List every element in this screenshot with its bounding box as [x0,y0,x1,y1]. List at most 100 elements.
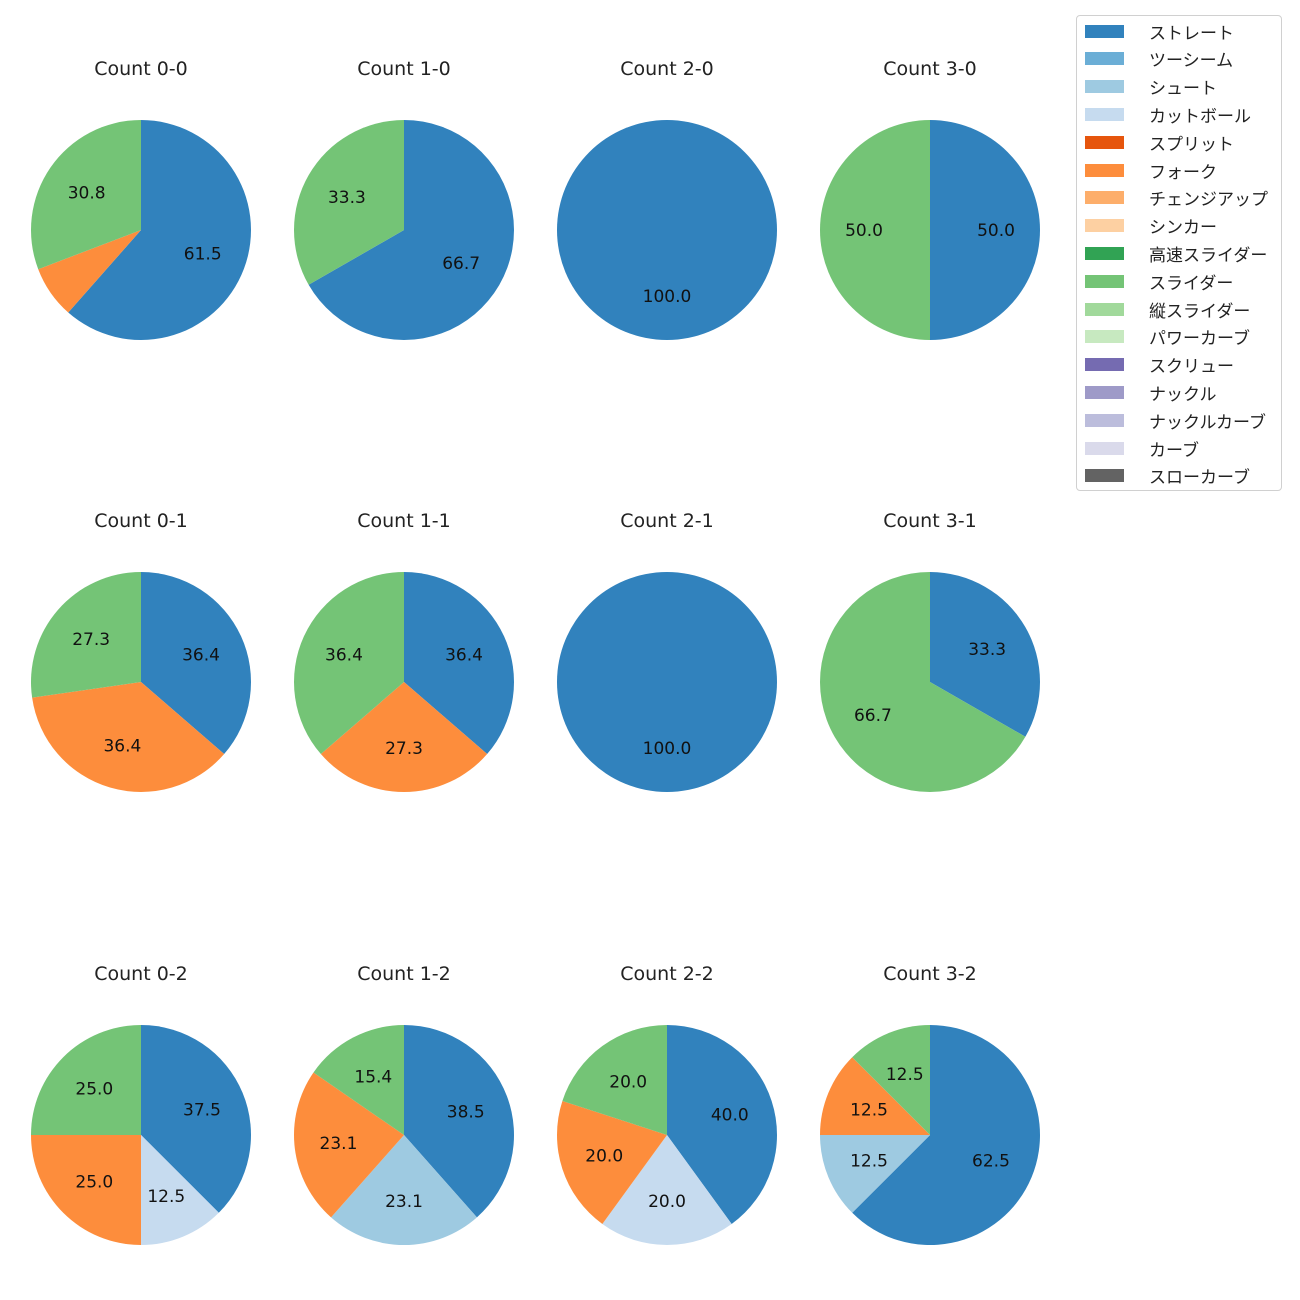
legend-swatch [1085,246,1124,260]
legend-item: 縦スライダー [1085,299,1250,322]
slice-label: 33.3 [968,640,1006,660]
legend-label: ナックル [1149,384,1217,405]
pie-slice [819,1135,930,1213]
legend-item: フォーク [1085,160,1217,183]
legend-label: パワーカーブ [1149,329,1250,350]
pie-slice [320,682,488,793]
legend-swatch [1085,385,1124,399]
slice-label: 38.5 [447,1103,485,1123]
legend-label: チェンジアップ [1149,190,1268,211]
slice-label: 50.0 [845,221,883,241]
legend-swatch [1085,191,1124,205]
pie-title: Count 2-2 [620,963,714,985]
pie-slice [557,572,777,792]
pie-slice [562,1025,667,1135]
legend-label: シンカー [1149,218,1217,239]
legend-swatch [1085,302,1124,316]
pie-slice [308,120,514,340]
pie-count-3-2: Count 3-2 62.5 12.5 12.5 12.5 [819,963,1041,1245]
legend-swatch [1085,413,1124,427]
pie-title: Count 0-0 [94,58,188,80]
legend-label: ナックルカーブ [1149,412,1266,433]
slice-label: 27.3 [72,630,110,650]
pie-slice [556,1101,667,1224]
pie-count-0-2: Count 0-2 37.5 12.5 25.0 25.0 [31,963,251,1245]
legend-item: スプリット [1085,132,1234,155]
pie-slice [930,572,1041,737]
legend-label: カットボール [1149,106,1251,127]
slice-label: 15.4 [354,1068,392,1088]
legend-swatch [1085,219,1124,233]
legend-swatch [1085,163,1124,177]
slice-label: 36.4 [182,646,220,666]
pie-title: Count 0-2 [94,963,188,985]
slice-label: 12.5 [886,1065,924,1085]
legend-item: ナックルカーブ [1085,410,1266,433]
pie-title: Count 2-1 [620,510,714,532]
pie-count-3-1: Count 3-1 33.3 66.7 [820,510,1041,792]
slice-label: 36.4 [325,646,363,666]
slice-label: 36.4 [103,736,141,756]
pie-count-0-1: Count 0-1 36.4 36.4 27.3 [31,510,251,792]
slice-label: 12.5 [850,1151,888,1171]
pie-slice [141,1025,251,1213]
legend-swatch [1085,52,1124,66]
pie-title: Count 1-0 [357,58,451,80]
slice-label: 37.5 [183,1101,221,1121]
legend-item: シンカー [1085,216,1217,239]
slice-label: 23.1 [385,1192,423,1212]
pie-slice [31,1025,141,1135]
legend-item: カットボール [1085,104,1251,127]
legend-swatch [1085,107,1124,121]
legend-label: カーブ [1149,440,1199,461]
pie-slice [331,1135,477,1245]
legend-item: スクリュー [1085,355,1234,377]
slice-label: 20.0 [609,1073,647,1093]
legend-label: 高速スライダー [1149,245,1268,266]
slice-label: 25.0 [75,1079,113,1099]
slice-label: 12.5 [850,1101,888,1121]
pie-slice [293,120,404,285]
legend-label: スローカーブ [1149,468,1250,489]
pie-title: Count 3-2 [883,963,977,985]
legend-swatch [1085,469,1124,483]
slice-label: 50.0 [977,221,1015,241]
legend-label: スプリット [1149,134,1234,155]
legend-item: ナックル [1085,382,1217,405]
pie-title: Count 0-1 [94,510,188,532]
pie-count-1-2: Count 1-2 38.5 23.1 23.1 15.4 [294,963,514,1245]
legend-item: シュート [1085,77,1217,99]
slice-label: 27.3 [385,739,423,759]
slice-label: 33.3 [328,188,366,208]
pie-slice [294,572,404,755]
pie-slice [404,1025,514,1218]
pie-title: Count 3-0 [883,58,977,80]
pie-slice [68,120,251,341]
pie-slice [557,120,777,340]
pie-count-1-0: Count 1-0 66.7 33.3 [293,58,514,340]
pie-count-3-0: Count 3-0 50.0 50.0 [820,58,1040,340]
slice-label: 30.8 [68,184,106,204]
pie-slice [820,120,930,340]
legend-label: フォーク [1149,162,1217,183]
slice-label: 66.7 [854,706,892,726]
slice-label: 20.0 [585,1146,623,1166]
legend-item: スローカーブ [1085,466,1250,489]
legend-swatch [1085,358,1124,372]
pie-count-2-0: Count 2-0 100.0 [557,58,777,340]
slice-label: 66.7 [442,254,480,274]
pie-slice [930,120,1040,340]
slice-label: 100.0 [643,287,692,307]
pie-count-1-1: Count 1-1 36.4 27.3 36.4 [294,510,514,793]
pie-count-0-0: Count 0-0 61.5 30.8 [30,58,251,341]
slice-label: 25.0 [75,1173,113,1193]
pie-slice [30,120,141,270]
legend-label: ツーシーム [1149,51,1234,72]
legend-item: ツーシーム [1085,49,1234,72]
slice-label: 100.0 [643,739,692,759]
legend-label: ストレート [1149,23,1234,44]
legend: ストレートツーシームシュートカットボール スプリットフォークチェンジアップ シンカー… [1076,15,1282,491]
pie-slice [31,572,141,698]
pie-slice [852,1025,1041,1245]
